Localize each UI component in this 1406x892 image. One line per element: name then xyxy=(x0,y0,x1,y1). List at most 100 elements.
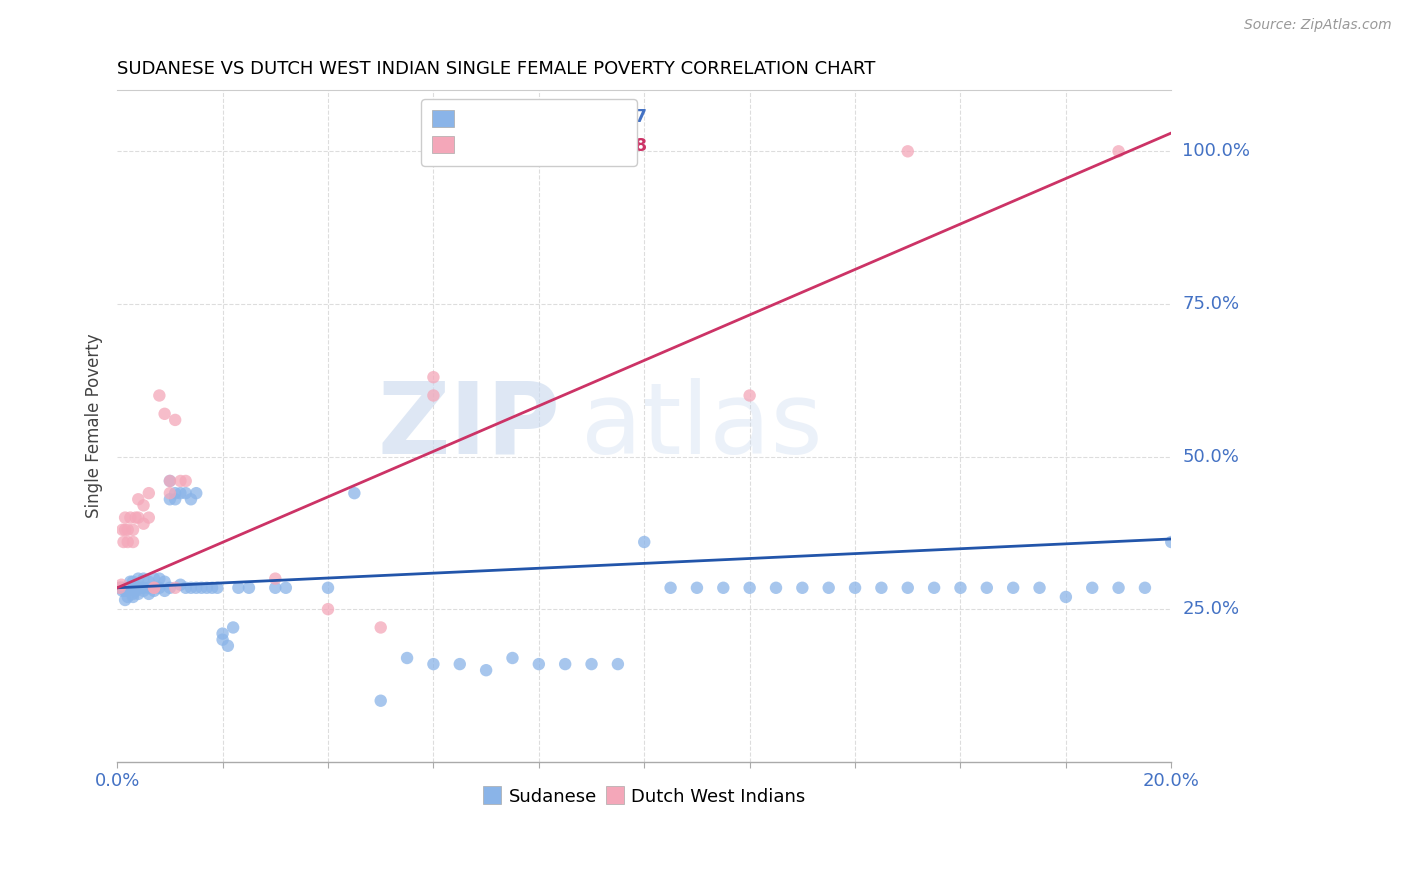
Point xyxy=(165,492,187,507)
Text: R =: R = xyxy=(467,108,506,127)
Text: Source: ZipAtlas.com: Source: ZipAtlas.com xyxy=(1244,18,1392,32)
Point xyxy=(217,639,239,653)
Point xyxy=(122,581,145,595)
Point xyxy=(765,581,787,595)
Point xyxy=(316,581,339,595)
Point xyxy=(238,581,260,595)
Point xyxy=(165,486,187,500)
Point xyxy=(922,581,945,595)
Y-axis label: Single Female Poverty: Single Female Poverty xyxy=(86,334,103,518)
Point xyxy=(127,581,149,595)
Point xyxy=(110,578,132,592)
Point xyxy=(792,581,814,595)
Point xyxy=(132,581,155,595)
Point xyxy=(606,657,628,672)
Point xyxy=(422,657,444,672)
Point xyxy=(153,407,176,421)
Point xyxy=(169,474,191,488)
Point xyxy=(1160,535,1182,549)
Point xyxy=(174,474,197,488)
Point xyxy=(159,581,181,595)
Point xyxy=(501,651,523,665)
Point xyxy=(222,620,245,634)
Text: 67: 67 xyxy=(623,108,648,127)
Point xyxy=(316,602,339,616)
Point xyxy=(124,583,146,598)
Point xyxy=(264,581,287,595)
Point xyxy=(165,413,187,427)
Point xyxy=(120,510,142,524)
Point xyxy=(527,657,550,672)
Point xyxy=(370,620,392,634)
Text: 75.0%: 75.0% xyxy=(1182,295,1240,313)
Point xyxy=(870,581,893,595)
Point xyxy=(1081,581,1104,595)
Point xyxy=(127,510,149,524)
Point xyxy=(211,626,233,640)
Point xyxy=(264,572,287,586)
Point xyxy=(138,581,160,595)
Point xyxy=(111,583,134,598)
Point xyxy=(211,632,233,647)
Point xyxy=(449,657,471,672)
Point xyxy=(1133,581,1156,595)
Point xyxy=(122,574,145,589)
Point xyxy=(153,574,176,589)
Point xyxy=(165,581,187,595)
Point xyxy=(186,486,208,500)
Point xyxy=(117,523,139,537)
Point xyxy=(122,590,145,604)
Text: 0.733: 0.733 xyxy=(517,136,574,155)
Point xyxy=(844,581,866,595)
Point xyxy=(738,581,761,595)
Point xyxy=(228,581,250,595)
Point xyxy=(396,651,419,665)
Point xyxy=(132,516,155,531)
Point xyxy=(110,581,132,595)
Point xyxy=(370,694,392,708)
Point xyxy=(159,474,181,488)
Point xyxy=(1002,581,1025,595)
Point xyxy=(132,572,155,586)
Point xyxy=(143,583,166,598)
Point xyxy=(180,581,202,595)
Point xyxy=(633,535,655,549)
Point xyxy=(112,581,135,595)
Point xyxy=(686,581,709,595)
Point xyxy=(475,663,498,677)
Point xyxy=(148,388,170,402)
Point xyxy=(122,535,145,549)
Point xyxy=(132,499,155,513)
Point xyxy=(174,581,197,595)
Point xyxy=(153,583,176,598)
Point xyxy=(114,593,136,607)
Text: 100.0%: 100.0% xyxy=(1182,143,1250,161)
Point xyxy=(138,510,160,524)
Point xyxy=(127,572,149,586)
Point xyxy=(122,587,145,601)
Point xyxy=(114,510,136,524)
Point xyxy=(117,535,139,549)
Point xyxy=(207,581,229,595)
Text: 25.0%: 25.0% xyxy=(1182,600,1240,618)
Point xyxy=(111,523,134,537)
Point xyxy=(174,486,197,500)
Text: SUDANESE VS DUTCH WEST INDIAN SINGLE FEMALE POVERTY CORRELATION CHART: SUDANESE VS DUTCH WEST INDIAN SINGLE FEM… xyxy=(117,60,876,78)
Point xyxy=(112,535,135,549)
Point xyxy=(949,581,972,595)
Point xyxy=(148,572,170,586)
Point xyxy=(122,523,145,537)
Point xyxy=(195,581,218,595)
Point xyxy=(129,581,152,595)
Point xyxy=(274,581,297,595)
Text: 28: 28 xyxy=(623,136,648,155)
Point xyxy=(124,581,146,595)
Point xyxy=(976,581,998,595)
Point xyxy=(132,583,155,598)
Point xyxy=(554,657,576,672)
Point xyxy=(127,492,149,507)
Point xyxy=(897,145,920,159)
Point xyxy=(422,388,444,402)
Point xyxy=(711,581,734,595)
Point xyxy=(169,486,191,500)
